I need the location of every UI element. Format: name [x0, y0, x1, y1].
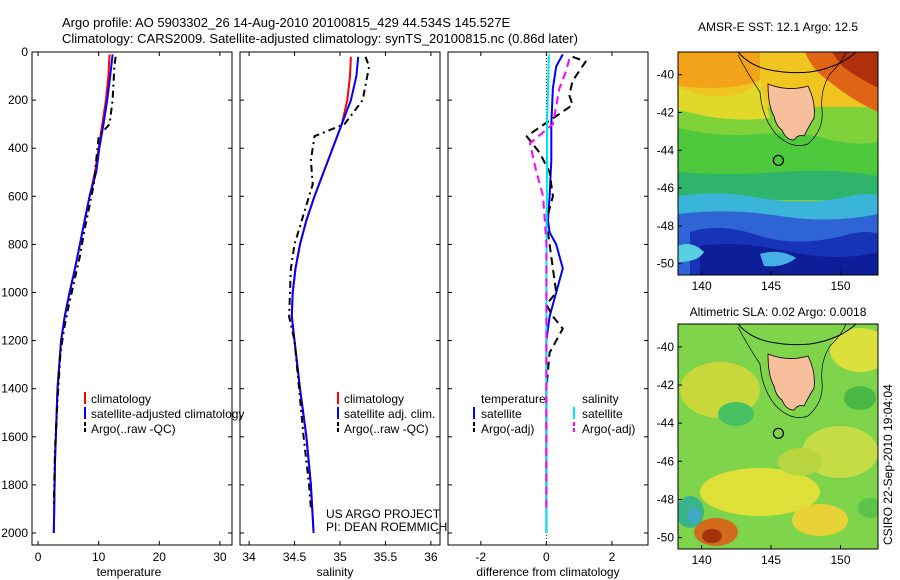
csiro-timestamp: CSIRO 22-Sep-2010 19:04:04: [881, 384, 895, 545]
legend-label-sal-satellite: satellite: [582, 407, 623, 421]
series-line-argo-raw-qc-: [288, 56, 371, 509]
legend-label-argo: Argo(..raw -QC): [344, 422, 429, 436]
map-y-tick-label: -50: [657, 257, 675, 271]
x-tick-label: 20: [153, 550, 167, 564]
y-tick-label: 0: [21, 45, 28, 59]
legend-label-sal-argo: Argo(-adj): [582, 422, 635, 436]
temperature-plot-frame: [31, 51, 233, 546]
temperature-axis: 0 10 20 30: [35, 52, 227, 564]
x-tick-label: 30: [213, 550, 227, 564]
x-tick-label: 10: [92, 550, 106, 564]
x-tick-label: 0: [35, 550, 42, 564]
legend-group-temperature: temperature: [481, 392, 546, 406]
difference-xlabel: difference from climatology: [476, 565, 619, 579]
map-y-tick-label: -42: [657, 105, 675, 119]
legend-label-temp-argo: Argo(-adj): [481, 422, 534, 436]
y-tick-label: 2000: [1, 526, 28, 540]
depth-axis: 0 200 400 600 800 1000 1200 1400 1600 1800 2000: [1, 45, 648, 540]
y-tick-label: 1000: [1, 285, 28, 299]
x-tick-label: -2: [475, 550, 486, 564]
map-x-tick-label: 140: [692, 279, 712, 293]
header-line-1: Argo profile: AO 5903302_26 14-Aug-2010 …: [62, 15, 510, 30]
temperature-legend: climatology satellite-adjusted climatolo…: [84, 392, 244, 436]
map-x-tick-label: 150: [830, 279, 850, 293]
pi-annotation: PI: DEAN ROEMMICH: [326, 520, 447, 534]
legend-label-satellite-adjusted: satellite-adjusted climatology: [91, 407, 244, 421]
map-x-tick-label: 145: [761, 279, 781, 293]
map-x-tick-label: 150: [830, 553, 850, 567]
y-tick-label: 1800: [1, 478, 28, 492]
legend-label-temp-satellite: satellite: [481, 407, 522, 421]
sst-map-title: AMSR-E SST: 12.1 Argo: 12.5: [698, 20, 858, 34]
series-line-temperature-satellite: [545, 53, 564, 533]
series-line-argo-raw-qc-: [52, 56, 117, 505]
map-y-tick-label: -48: [657, 219, 675, 233]
sla-heatmap: [678, 324, 878, 549]
header-line-2: Climatology: CARS2009. Satellite-adjuste…: [62, 31, 578, 46]
legend-group-salinity: salinity: [582, 392, 619, 406]
map-y-tick-label: -50: [657, 531, 675, 545]
legend-label-argo: Argo(..raw -QC): [91, 422, 176, 436]
y-tick-label: 800: [8, 237, 28, 251]
series-line-satellite-adj-clim-: [290, 56, 360, 534]
map-y-tick-label: -42: [657, 378, 675, 392]
map-y-tick-label: -40: [657, 340, 675, 354]
salinity-axis: 34 34.5 35 35.5 36: [242, 52, 438, 564]
x-tick-label: 35.5: [374, 550, 398, 564]
salinity-xlabel: salinity: [317, 565, 354, 579]
x-tick-label: 34: [242, 550, 256, 564]
difference-legend: temperature satellite Argo(-adj) salinit…: [473, 392, 635, 436]
map-y-tick-label: -44: [657, 143, 675, 157]
x-tick-label: 0: [543, 550, 550, 564]
x-tick-label: 36: [424, 550, 438, 564]
sst-map-frame: [677, 51, 879, 276]
y-tick-label: 200: [8, 93, 28, 107]
difference-plot-frame: [447, 51, 649, 546]
map-y-tick-label: -48: [657, 492, 675, 506]
difference-series: [525, 53, 587, 533]
map-y-tick-label: -46: [657, 181, 675, 195]
series-line-temperature-argo-adj-: [525, 55, 587, 505]
map-x-tick-label: 145: [761, 553, 781, 567]
y-tick-label: 1600: [1, 430, 28, 444]
legend-label-satellite-adj: satellite adj. clim.: [344, 407, 435, 421]
map-y-tick-label: -40: [657, 68, 675, 82]
series-line-climatology: [290, 56, 352, 534]
x-tick-label: 2: [609, 550, 616, 564]
legend-label-climatology: climatology: [344, 392, 404, 406]
x-tick-label: 34.5: [283, 550, 307, 564]
sla-map-frame: [677, 323, 879, 550]
map-y-tick-label: -46: [657, 454, 675, 468]
legend-label-climatology: climatology: [91, 392, 151, 406]
temperature-xlabel: temperature: [97, 565, 162, 579]
sst-heatmap: [678, 52, 878, 275]
map-y-tick-label: -44: [657, 416, 675, 430]
salinity-series: [288, 56, 371, 534]
salinity-legend: climatology satellite adj. clim. Argo(..…: [337, 392, 435, 436]
series-line-climatology: [52, 54, 111, 534]
sla-map-axes: 140 145 150 -40 -42 -44 -46 -48 -50: [657, 340, 851, 567]
temperature-series: [52, 54, 117, 534]
series-line-salinity-argo-adj-: [529, 58, 571, 509]
project-annotation: US ARGO PROJECT: [326, 507, 441, 521]
y-tick-label: 600: [8, 189, 28, 203]
x-tick-label: 35: [333, 550, 347, 564]
sla-argo-position-marker: [772, 427, 785, 439]
sst-argo-position-marker: [772, 154, 785, 166]
y-tick-label: 1200: [1, 334, 28, 348]
map-x-tick-label: 140: [692, 553, 712, 567]
sla-map-title: Altimetric SLA: 0.02 Argo: 0.0018: [690, 305, 867, 319]
sst-map-axes: 140 145 150 -40 -42 -44 -46 -48 -50: [657, 68, 851, 293]
y-tick-label: 1400: [1, 382, 28, 396]
y-tick-label: 400: [8, 141, 28, 155]
series-line-satellite-adjusted-climatology: [52, 54, 114, 534]
